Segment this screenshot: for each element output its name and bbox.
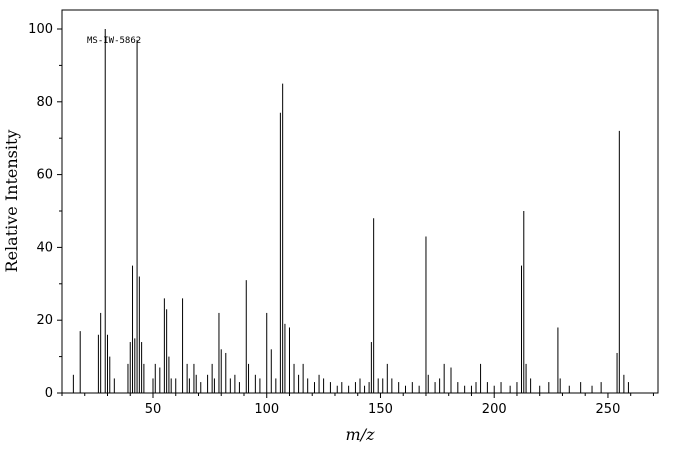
y-tick-label: 100 [28,22,53,37]
y-tick-label: 40 [36,240,53,255]
y-tick-label: 20 [36,313,53,328]
x-tick-label: 150 [368,402,393,417]
spectrum-peaks [72,29,629,393]
y-tick-label: 60 [36,168,53,183]
y-tick-label: 0 [45,386,53,401]
x-tick-label: 100 [254,402,279,417]
axis-minor-ticks [59,64,654,396]
x-axis-label: m/z [346,425,376,444]
x-tick-label: 50 [145,402,162,417]
axis-tick-labels: 50 100 150 200 250 0 20 40 60 80 100 [28,22,620,417]
spectrum-id-annotation: MS-IW-5862 [87,36,141,46]
x-tick-label: 250 [596,402,621,417]
y-tick-label: 80 [36,95,53,110]
plot-border [61,9,659,394]
y-axis-label: Relative Intensity [2,130,21,273]
x-tick-label: 200 [482,402,507,417]
axis-major-ticks [57,28,609,398]
